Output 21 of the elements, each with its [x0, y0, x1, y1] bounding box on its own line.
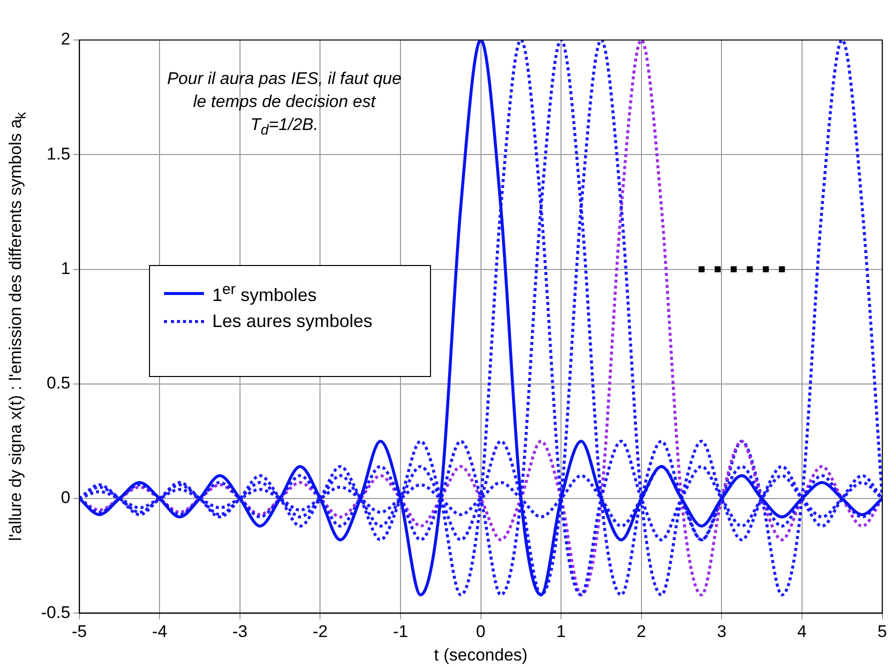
x-tick-label: -5: [72, 622, 87, 642]
x-tick-label: -3: [232, 622, 248, 642]
x-tick-label: 5: [878, 622, 888, 642]
legend-label: 1$^{er}$ symboles: [212, 281, 317, 306]
x-axis-title: t (secondes): [434, 645, 528, 664]
y-tick-label: 0: [60, 488, 70, 508]
legend-label: Les aures symboles: [212, 311, 372, 332]
y-tick-label: -0.5: [40, 602, 70, 622]
annotation: Pour il aura pas IES, il faut que le temps de decision est T$_{d}$=1/2B.: [166, 68, 402, 140]
x-tick-label: 2: [636, 622, 646, 642]
y-tick-label: 1.5: [46, 144, 70, 164]
x-tick-label: -1: [392, 622, 408, 642]
y-tick-label: 0.5: [46, 374, 70, 393]
x-tick-label: -4: [152, 622, 168, 642]
x-tick-label: -2: [312, 622, 328, 642]
y-tick-label: 1: [60, 258, 70, 278]
y-tick-label: 2: [60, 30, 70, 49]
x-tick-label: 4: [797, 622, 807, 642]
x-tick-label: 3: [716, 622, 726, 642]
x-tick-label: 0: [476, 622, 486, 642]
x-tick-label: 1: [556, 622, 566, 642]
